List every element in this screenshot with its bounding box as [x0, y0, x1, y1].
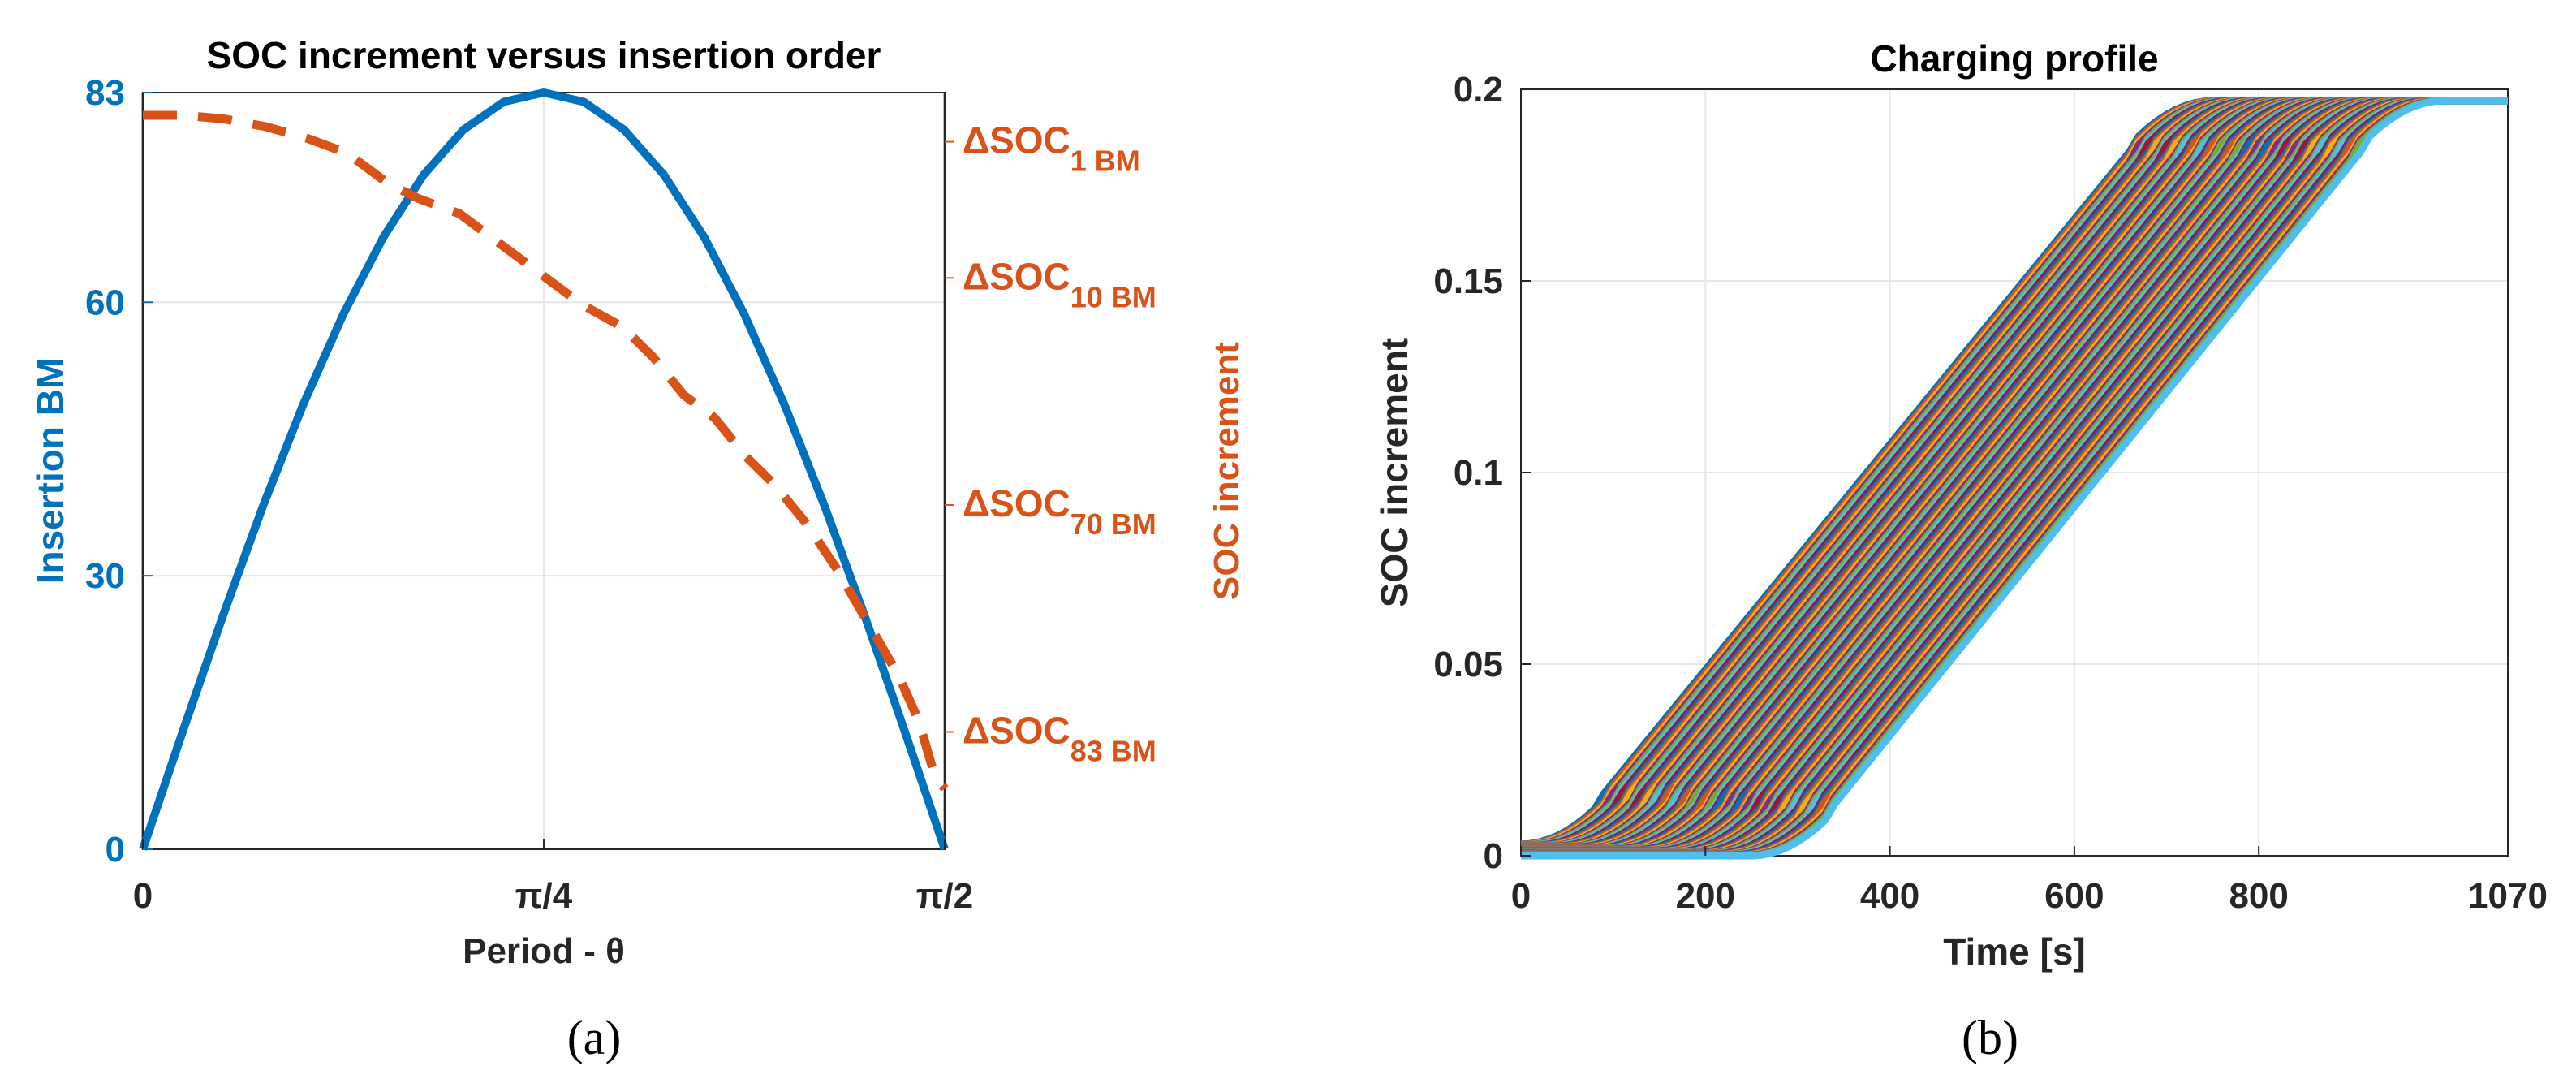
panel-a-x-tick-label: π/4 — [515, 876, 573, 916]
panel-b-y-tick-label: 0.2 — [1454, 70, 1503, 110]
panel-b: 0 200 400 600 800 1070 0 0.05 0.1 0.15 0.2 Chargi… — [1373, 37, 2548, 1064]
panel-a-right-tick-label: ΔSOC70 BM — [963, 482, 1157, 541]
panel-b-x-ticks: 0 200 400 600 800 1070 — [1511, 846, 2548, 916]
panel-b-y-ticks: 0 0.05 0.1 0.15 0.2 — [1433, 70, 1531, 876]
panel-b-x-tick-label: 200 — [1676, 876, 1735, 916]
panel-a-y-tick-label: 30 — [85, 556, 125, 596]
panel-a-x-axis-label: Period - θ — [463, 931, 625, 971]
panel-b-title: Charging profile — [1870, 37, 2158, 80]
panel-b-y-tick-label: 0 — [1484, 836, 1503, 876]
panel-a-grid — [141, 92, 946, 850]
panel-b-y-tick-label: 0.05 — [1433, 645, 1503, 684]
panel-a-right-tick-label: ΔSOC10 BM — [963, 255, 1157, 313]
panel-a-right-tick-label: ΔSOC83 BM — [963, 710, 1157, 768]
panel-a-title: SOC increment versus insertion order — [207, 34, 881, 76]
panel-a-y-axis-label: Insertion BM — [29, 358, 71, 585]
panel-a-series — [139, 88, 949, 851]
panel-b-x-tick-label: 400 — [1860, 876, 1919, 916]
panel-b-y-tick-label: 0.1 — [1454, 453, 1503, 493]
panel-b-x-tick-label: 800 — [2229, 876, 2288, 916]
panel-b-x-tick-label: 0 — [1511, 876, 1531, 916]
panel-a-y-tick-label: 0 — [106, 830, 125, 870]
panel-b-series — [1520, 97, 2508, 860]
panel-b-caption: (b) — [1962, 1011, 2018, 1064]
panel-a-right-axis-label: SOC increment — [1207, 342, 1247, 600]
panel-a-x-ticks: 0 π/4 π/2 — [133, 839, 973, 916]
panel-b-x-tick-label: 600 — [2044, 876, 2104, 916]
panel-a-series-insertion-bm-line — [139, 88, 949, 851]
panel-a-y-tick-label: 83 — [85, 73, 125, 113]
panel-b-y-axis-label: SOC increment — [1373, 338, 1415, 607]
panel-a: 0 π/4 π/2 0 30 60 83 ΔSOC1 BM ΔSOC10 BM ΔSOC70 … — [29, 34, 1247, 1064]
panel-b-x-axis-label: Time [s] — [1943, 930, 2086, 973]
panel-a-x-tick-label: 0 — [133, 876, 153, 916]
panel-a-x-tick-label: π/2 — [916, 876, 973, 916]
panel-a-right-tick-label: ΔSOC1 BM — [963, 119, 1140, 178]
panel-a-series-soc-increment-line — [143, 110, 949, 792]
panel-b-x-tick-label: 1070 — [2468, 876, 2548, 916]
panel-a-y-tick-label: 60 — [85, 283, 125, 322]
panel-a-right-ticks: ΔSOC1 BM ΔSOC10 BM ΔSOC70 BM ΔSOC83 BM — [945, 119, 1157, 768]
panel-a-y-ticks: 0 30 60 83 — [85, 73, 153, 870]
panel-a-caption: (a) — [567, 1011, 622, 1064]
panel-b-series-line-83 — [1521, 97, 2508, 860]
panel-b-y-tick-label: 0.15 — [1433, 261, 1503, 301]
